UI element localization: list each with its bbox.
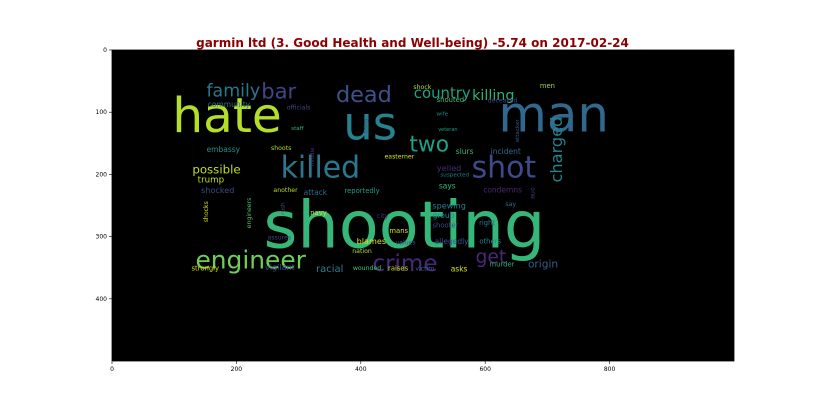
word-engineer: engineer — [195, 246, 306, 275]
word-navy: navy — [310, 209, 327, 217]
word-city: city — [377, 213, 389, 220]
word-reportedly: reportedly — [344, 187, 379, 195]
word-middle: middle — [310, 147, 316, 167]
word-killing: killing — [472, 88, 514, 104]
x-tick-label: 200 — [231, 366, 243, 373]
y-tick-label: 0 — [103, 47, 107, 54]
word-blames: blames — [357, 236, 386, 246]
word-two: two — [409, 133, 449, 158]
word-yelled: yelled — [437, 163, 461, 173]
word-assures: assures — [268, 234, 292, 241]
word-get: get — [475, 247, 506, 268]
plot-background — [111, 49, 735, 362]
x-tick-label: 600 — [479, 366, 491, 373]
word-shooting: shooting — [263, 187, 545, 263]
word-engineers: engineers — [246, 198, 253, 229]
word-wounded: wounded — [353, 265, 381, 272]
word-officials: officials — [287, 104, 311, 111]
word-attack: attack — [304, 188, 328, 197]
word-wife: wife — [437, 112, 449, 118]
x-tick-label: 400 — [355, 366, 367, 373]
word-raises: raises — [388, 264, 409, 272]
word-shooter: shooter — [432, 221, 458, 229]
word-another: another — [273, 187, 298, 194]
word-allegedly: allegedly — [435, 237, 470, 246]
word-shocks: shocks — [203, 201, 210, 222]
word-hate: hate — [172, 88, 281, 144]
word-slurs: slurs — [456, 147, 474, 156]
word-crime: crime — [372, 251, 437, 277]
y-tick-label: 100 — [96, 109, 108, 116]
word-veteran: veteran — [438, 127, 457, 133]
word-rush: rush — [281, 202, 287, 215]
x-tick-label: 800 — [604, 366, 616, 373]
word-others: others — [479, 238, 501, 246]
word-racial: racial — [316, 264, 343, 275]
chart-title: garmin ltd (3. Good Health and Well-bein… — [196, 36, 629, 50]
word-origin: origin — [528, 259, 558, 271]
word-group: group — [433, 211, 455, 220]
word-embassy: embassy — [207, 145, 241, 154]
word-suspected: suspected — [440, 173, 469, 179]
word-condemns: condemns — [483, 185, 522, 194]
word-easterner: easterner — [384, 153, 414, 160]
y-tick-label: 400 — [96, 296, 108, 303]
word-country: country — [414, 84, 471, 102]
word-dead: dead — [336, 82, 392, 108]
word-shoots: shoots — [271, 145, 291, 152]
word-nation: nation — [352, 248, 372, 255]
word-vigilant: vigilant — [265, 262, 295, 272]
word-spewing: spewing — [432, 201, 465, 211]
word-killed: killed — [281, 151, 361, 186]
y-tick-label: 200 — [96, 171, 108, 178]
axis-ticks: 0 200 400 600 800 0 100 200 300 400 — [96, 47, 616, 373]
word-men: men — [540, 82, 555, 90]
word-values: values — [396, 239, 416, 246]
word-say: say — [505, 201, 516, 208]
word-asks: asks — [451, 264, 468, 273]
word-community: community — [208, 100, 251, 109]
word-deceased: deceased — [488, 98, 518, 105]
word-attacker: attacker — [515, 119, 521, 143]
word-one: one — [529, 187, 536, 199]
word-says: says — [439, 182, 456, 191]
word-murder: murder — [490, 261, 515, 269]
word-incident: incident — [491, 147, 521, 156]
word-bar: bar — [261, 79, 296, 104]
word-shock: shock — [413, 84, 431, 91]
word-trump: trump — [198, 176, 225, 186]
word-staff: staff — [291, 126, 304, 132]
word-shot: shot — [472, 151, 537, 186]
y-tick-label: 300 — [96, 234, 108, 241]
word-man: man — [498, 86, 609, 144]
word-victim: victim — [415, 265, 434, 272]
word-us: us — [343, 96, 397, 150]
word-shocked: shocked — [201, 185, 234, 195]
word-strongly: strongly — [192, 264, 220, 272]
word-possible: possible — [192, 162, 240, 176]
word-charged: charged — [547, 117, 566, 183]
x-tick-label: 0 — [110, 366, 114, 373]
word-right: right — [479, 219, 495, 227]
word-shouted: shouted — [437, 96, 464, 104]
word-family: family — [206, 82, 260, 102]
word-thing: thing — [363, 118, 369, 133]
word-mans: mans — [389, 227, 408, 235]
